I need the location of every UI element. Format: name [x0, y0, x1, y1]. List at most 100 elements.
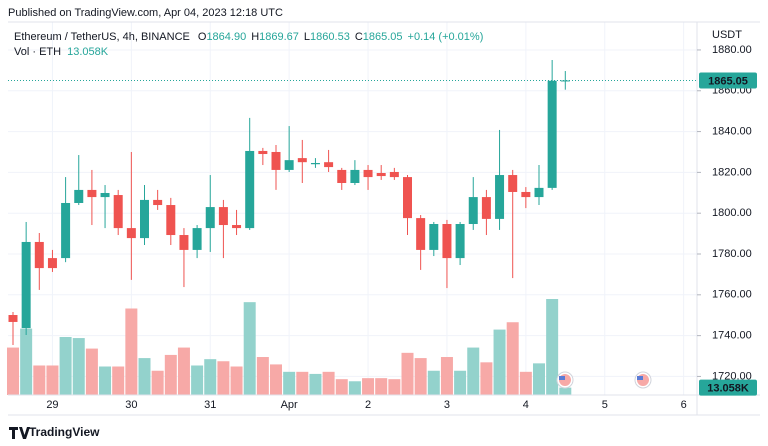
volume-bar: [151, 370, 164, 395]
x-tick-label: Apr: [281, 399, 298, 411]
candle-body: [61, 202, 71, 259]
candle-body: [337, 169, 347, 183]
volume-bar: [283, 371, 296, 395]
volume-bar: [546, 299, 559, 395]
candle-body: [166, 205, 176, 236]
candle-body: [87, 189, 97, 198]
volume-bar: [375, 378, 388, 395]
candle-body: [271, 151, 281, 170]
volume-bar: [519, 371, 532, 395]
legend-value: 1864.90: [206, 31, 246, 43]
volume-bar: [243, 302, 256, 395]
volume-bar: [427, 370, 440, 395]
volume-legend: Vol · ETH 13.058K: [14, 46, 109, 58]
legend-key: C: [355, 31, 363, 43]
legend-value: 1865.05: [363, 31, 403, 43]
candle-body: [232, 225, 242, 229]
x-tick-label: 6: [681, 399, 687, 411]
candle-body: [534, 187, 544, 198]
legend-change: +0.14 (+0.01%): [408, 31, 484, 43]
volume-bar: [138, 358, 151, 395]
candle-body: [560, 80, 570, 82]
volume-bar: [85, 348, 98, 395]
candle-body: [34, 241, 44, 269]
candle-body: [8, 315, 18, 322]
volume-bar: [533, 363, 545, 395]
volume-bar: [125, 308, 138, 395]
candle-body: [258, 150, 268, 155]
candle-body: [429, 224, 439, 250]
event-flag: [556, 371, 574, 389]
x-tick-label: 2: [365, 399, 371, 411]
y-tick-label: 1720.00: [712, 370, 752, 382]
candle-body: [47, 258, 57, 269]
candle-body: [153, 199, 163, 206]
x-tick-label: 30: [125, 399, 137, 411]
volume-bar: [454, 370, 467, 395]
volume-bar: [230, 366, 243, 395]
candle-body: [363, 169, 373, 178]
x-tick-label: 31: [204, 399, 216, 411]
volume-value: 13.058K: [67, 46, 109, 58]
legend-line: Ethereum / TetherUS, 4h, BINANCE O1864.90…: [14, 31, 483, 43]
candle-body: [547, 80, 557, 188]
candle-body: [126, 228, 136, 239]
volume-bar: [270, 364, 282, 395]
candle-body: [508, 175, 518, 192]
volume-bar: [493, 329, 506, 395]
volume-badge-label: 13.058K: [707, 383, 749, 395]
price-unit: USDT: [712, 29, 742, 41]
volume-bar: [309, 373, 322, 395]
x-tick-label: 29: [46, 399, 58, 411]
candle-body: [495, 175, 505, 219]
volume-bar: [362, 378, 375, 395]
candle-body: [284, 160, 294, 170]
candle-body: [389, 171, 399, 178]
candle-body: [350, 169, 360, 183]
volume-bar: [59, 336, 72, 395]
candle-body: [416, 218, 426, 250]
y-tick-label: 1780.00: [712, 248, 752, 260]
y-tick-label: 1800.00: [712, 207, 752, 219]
candle-body: [192, 228, 202, 250]
y-tick-label: 1840.00: [712, 125, 752, 137]
candle-body: [376, 172, 386, 177]
legend-key: O: [198, 31, 207, 43]
volume-bar: [217, 361, 230, 395]
legend-key: L: [304, 31, 310, 43]
candle-body: [113, 195, 123, 229]
volume-bar: [480, 362, 493, 395]
x-tick-label: 3: [444, 399, 450, 411]
volume-bar: [7, 347, 19, 395]
volume-bar: [401, 352, 414, 395]
volume-bar: [506, 322, 519, 395]
event-flag: [634, 371, 652, 389]
legend-value: 1860.53: [310, 31, 350, 43]
candle-body: [218, 207, 228, 226]
volume-bar: [348, 381, 361, 395]
y-tick-label: 1820.00: [712, 166, 752, 178]
volume-bar: [467, 347, 480, 395]
legend-key: H: [251, 31, 259, 43]
candle-body: [481, 197, 491, 219]
candles: [8, 59, 570, 346]
volume-bar: [33, 365, 46, 395]
candle-body: [324, 162, 334, 168]
volume-bar: [72, 338, 85, 395]
volume-bar: [204, 359, 217, 395]
candle-body: [21, 241, 31, 329]
footer-text: TradingView: [29, 425, 100, 439]
volume-bar: [388, 379, 401, 395]
volume-bar: [559, 387, 572, 395]
last-price-badge: [699, 72, 757, 89]
volume-bar: [20, 328, 33, 395]
volume-pane: [7, 299, 572, 395]
candle-body: [521, 191, 531, 198]
footer-logo: [9, 427, 30, 439]
last-price-label: 1865.05: [708, 75, 748, 87]
volume-bar: [46, 365, 59, 395]
volume-bar: [177, 347, 190, 395]
volume-bar: [112, 366, 125, 395]
y-tick-label: 1880.00: [712, 44, 752, 56]
